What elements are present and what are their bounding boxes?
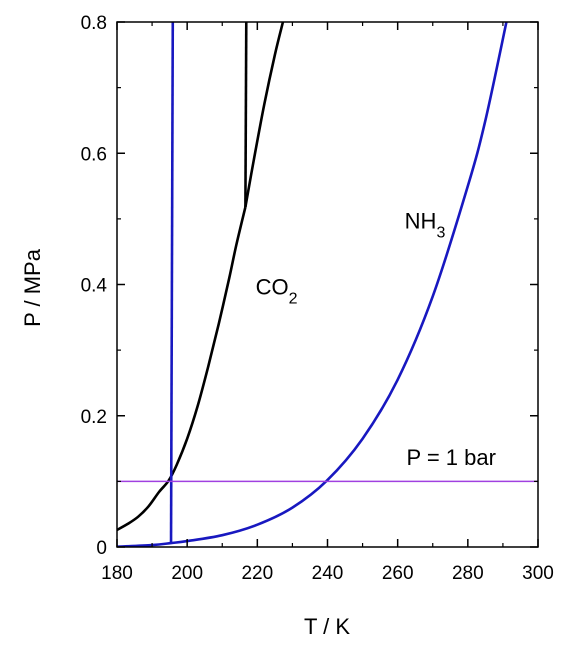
annotation-nh3-main: NH xyxy=(405,209,437,234)
series-line-co2-melting xyxy=(244,22,248,208)
x-axis-title: T / K xyxy=(304,614,350,639)
curves xyxy=(117,22,538,547)
y-tick-label: 0.2 xyxy=(81,407,107,428)
series-line-nh3-melting xyxy=(169,22,175,544)
x-tick-label: 280 xyxy=(452,563,484,584)
y-tick-label: 0.4 xyxy=(81,276,108,297)
annotation-one-bar: P = 1 bar xyxy=(406,445,496,470)
x-tick-label: 180 xyxy=(101,563,133,584)
annotation-co2-main: CO xyxy=(256,274,289,299)
annotation-co2-subscript: 2 xyxy=(289,290,298,307)
x-tick-label: 200 xyxy=(171,563,203,584)
x-tick-label: 220 xyxy=(241,563,273,584)
x-tick-label: 300 xyxy=(522,563,554,584)
y-tick-label: 0.6 xyxy=(81,144,107,165)
annotation-one-bar-main: P = 1 bar xyxy=(406,445,496,470)
y-tick-label: 0 xyxy=(96,538,107,559)
ticks: 180 200 220 240 260 280 300 0 0.2 0.4 0.6 0.8 xyxy=(81,13,554,584)
y-axis-title: P / MPa xyxy=(20,248,45,327)
y-tick-label: 0.8 xyxy=(81,13,107,34)
annotations: CO2 NH3 P = 1 bar xyxy=(256,209,496,470)
series-line-co2-sublimation xyxy=(117,206,247,532)
annotation-nh3-subscript: 3 xyxy=(436,225,445,242)
annotation-co2: CO2 xyxy=(256,274,298,307)
x-tick-label: 260 xyxy=(382,563,414,584)
annotation-nh3: NH3 xyxy=(405,209,446,242)
x-tick-label: 240 xyxy=(312,563,344,584)
series-line-co2-vaporization xyxy=(244,22,285,208)
